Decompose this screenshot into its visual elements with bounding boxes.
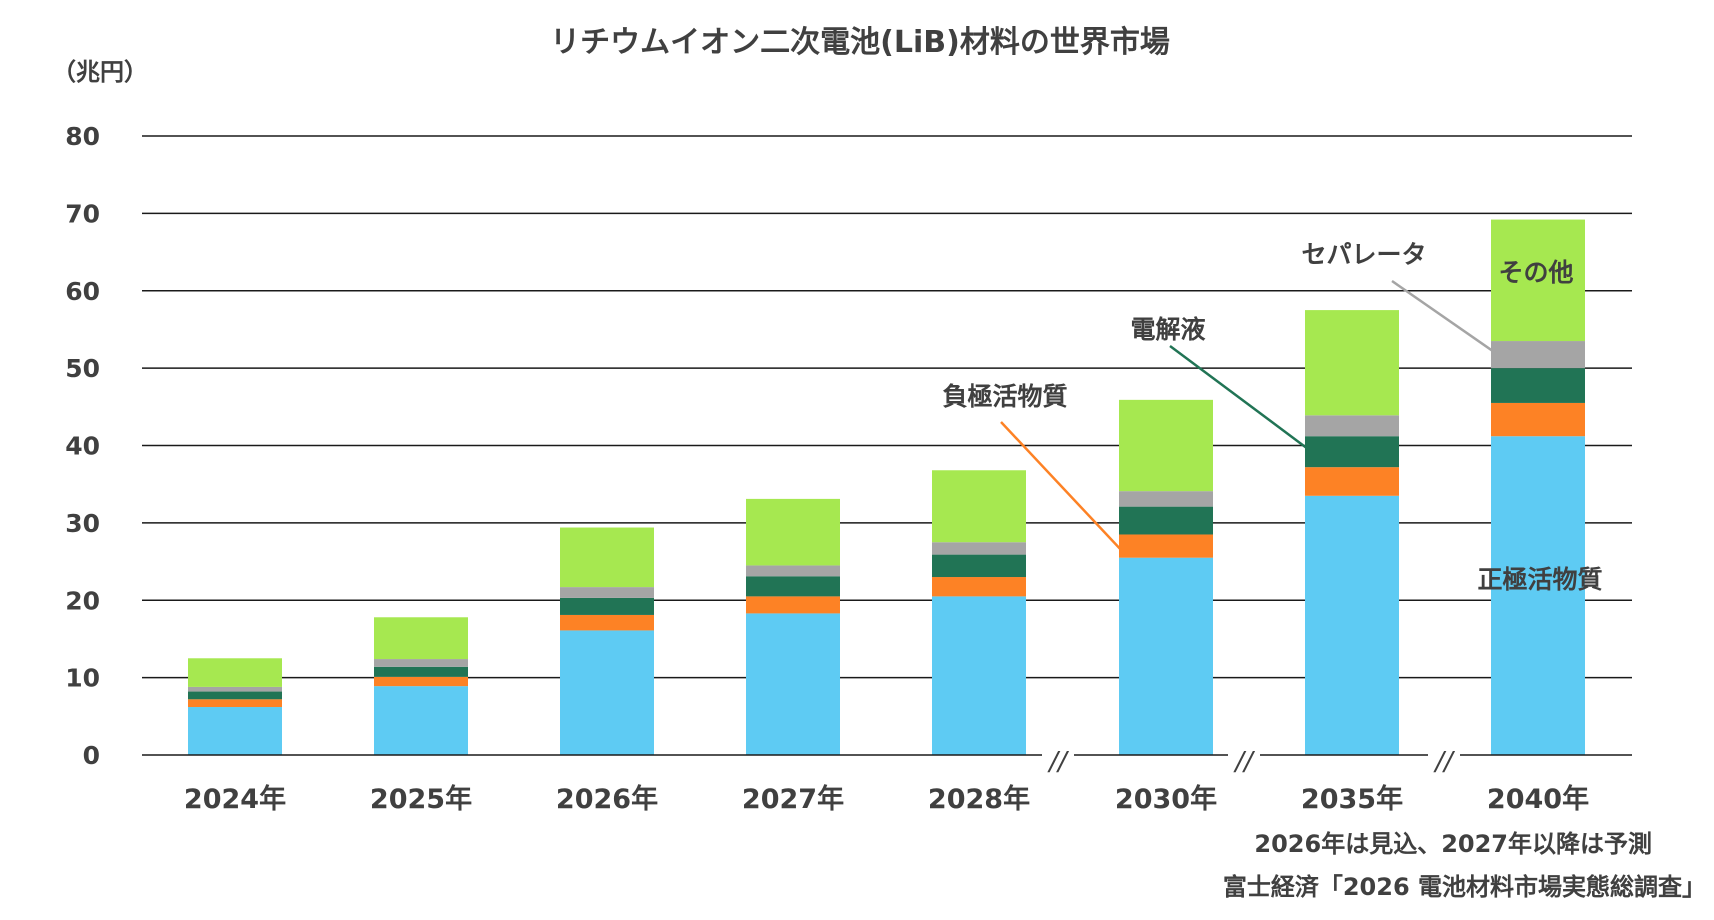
bar-4-series-2 [932, 554, 1026, 578]
bar-0-series-4 [188, 658, 282, 687]
series-label-cathode: 正極活物質 [1477, 565, 1602, 594]
bar-5-series-1 [1119, 534, 1213, 558]
bar-3-series-1 [746, 596, 840, 614]
x-tick-label-7: 2040年 [1487, 783, 1589, 815]
bar-3-series-3 [746, 565, 840, 577]
bar-3-series-4 [746, 498, 840, 566]
y-tick-label-70: 70 [65, 199, 100, 228]
y-tick-label-20: 20 [65, 586, 100, 615]
x-tick-label-1: 2025年 [370, 783, 472, 815]
bar-6-series-3 [1305, 415, 1399, 437]
y-tick-label-0: 0 [83, 741, 100, 770]
x-tick-label-6: 2035年 [1301, 783, 1403, 815]
note-source: 富士経済「2026 電池材料市場実態総調査」 [1223, 873, 1706, 901]
bar-6-series-0 [1305, 495, 1399, 755]
bar-2-series-1 [560, 614, 654, 631]
bar-0-series-2 [188, 691, 282, 700]
bar-2-series-3 [560, 587, 654, 598]
y-tick-label-10: 10 [65, 664, 100, 693]
x-tick-label-4: 2028年 [928, 783, 1030, 815]
bar-5-series-0 [1119, 557, 1213, 755]
gridlines [142, 135, 1632, 679]
series-leader-lines [1000, 279, 1496, 555]
bar-4-series-4 [932, 470, 1026, 543]
bar-3-series-0 [746, 613, 840, 755]
bar-7-series-2 [1491, 368, 1585, 403]
bar-1-series-0 [374, 686, 468, 755]
bar-5-series-4 [1119, 399, 1213, 492]
series-label-separator: セパレータ [1301, 240, 1426, 269]
x-tick-label-0: 2024年 [184, 783, 286, 815]
x-axis-ticks: 2024年 2025年 2026年 2027年 2028年 2030年 2035年 2040年 [184, 783, 1589, 815]
bar-0-series-1 [188, 699, 282, 708]
y-tick-label-40: 40 [65, 432, 100, 461]
bar-7-series-4 [1491, 219, 1585, 342]
bar-1-series-1 [374, 676, 468, 687]
x-tick-label-3: 2027年 [742, 783, 844, 815]
note-forecast: 2026年は見込、2027年以降は予測 [1254, 830, 1652, 858]
bars [188, 219, 1585, 755]
bar-4-series-3 [932, 542, 1026, 555]
bar-4-series-0 [932, 596, 1026, 755]
bar-5-series-3 [1119, 491, 1213, 507]
series-label-other: その他 [1498, 258, 1573, 287]
bar-3-series-2 [746, 576, 840, 597]
y-tick-label-80: 80 [65, 122, 100, 151]
bar-0-series-0 [188, 707, 282, 755]
bar-6-series-4 [1305, 310, 1399, 416]
bar-1-series-4 [374, 617, 468, 660]
leader-line-separator [1391, 279, 1496, 354]
axis-break-mark-2: // [1433, 747, 1456, 777]
x-tick-label-5: 2030年 [1115, 783, 1217, 815]
bar-2-series-2 [560, 597, 654, 615]
bar-7-series-3 [1491, 341, 1585, 369]
bar-7-series-0 [1491, 436, 1585, 755]
y-tick-label-50: 50 [65, 354, 100, 383]
y-tick-label-60: 60 [65, 277, 100, 306]
bar-2-series-4 [560, 527, 654, 588]
bar-4-series-1 [932, 577, 1026, 597]
bar-2-series-0 [560, 630, 654, 755]
x-tick-label-2: 2026年 [556, 783, 658, 815]
bar-6-series-1 [1305, 467, 1399, 496]
leader-line-electrolyte [1169, 344, 1310, 451]
bar-5-series-2 [1119, 506, 1213, 535]
bar-7-series-1 [1491, 402, 1585, 437]
bar-1-series-3 [374, 659, 468, 667]
y-tick-label-30: 30 [65, 509, 100, 538]
axis-break-mark-1: // [1233, 747, 1256, 777]
unit-label: （兆円） [52, 58, 148, 86]
leader-line-anode [1000, 421, 1126, 555]
series-label-anode: 負極活物質 [942, 382, 1067, 411]
y-axis-ticks: 0 10 20 30 40 50 60 70 80 [65, 122, 100, 770]
axis-break-mark-0: // [1047, 747, 1070, 777]
chart-title: リチウムイオン二次電池(LiB)材料の世界市場 [550, 25, 1170, 60]
bar-0-series-3 [188, 686, 282, 692]
bar-6-series-2 [1305, 436, 1399, 468]
x-axis-baseline: // // // [142, 747, 1632, 777]
series-label-electrolyte: 電解液 [1130, 315, 1205, 344]
bar-1-series-2 [374, 666, 468, 677]
